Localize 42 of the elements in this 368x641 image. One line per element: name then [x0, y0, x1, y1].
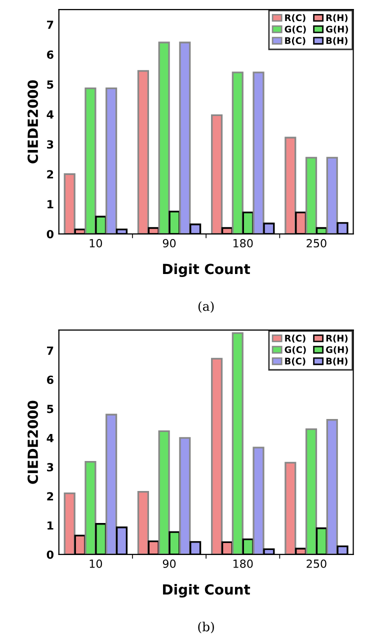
- y-axis-title: CIEDE2000: [28, 80, 38, 164]
- legend-label: B(C): [285, 358, 306, 366]
- y-tick-label: 5: [47, 80, 54, 89]
- x-tick-label: 10: [90, 239, 102, 248]
- legend-label: R(H): [326, 14, 348, 22]
- legend-label: B(H): [326, 358, 348, 366]
- x-axis-title: Digit Count: [163, 584, 250, 598]
- y-tick-label: 7: [47, 20, 54, 29]
- x-tick-label: 180: [233, 239, 253, 248]
- legend-label: R(C): [285, 14, 306, 22]
- legend-label: G(C): [284, 346, 306, 354]
- x-axis-title: Digit Count: [163, 263, 250, 278]
- legend-label: G(H): [326, 26, 348, 34]
- y-tick-label: 6: [46, 376, 54, 384]
- y-tick-label: 4: [46, 110, 54, 119]
- x-tick-label: 10: [90, 560, 102, 568]
- legend-label: B(H): [326, 37, 348, 46]
- legend-label: G(C): [284, 26, 306, 34]
- y-tick-label: 1: [48, 521, 54, 530]
- y-tick-label: 2: [47, 492, 54, 500]
- x-tick-label: 90: [162, 239, 176, 248]
- legend-label: R(C): [285, 334, 306, 343]
- y-tick-label: 7: [47, 346, 54, 355]
- y-tick-label: 0: [46, 230, 54, 238]
- text: (a): [198, 301, 214, 313]
- y-tick-label: 0: [46, 550, 54, 559]
- x-tick-label: 180: [233, 560, 253, 568]
- legend-label: R(H): [326, 334, 348, 343]
- y-tick-label: 4: [46, 434, 54, 442]
- x-tick-label: 250: [306, 239, 326, 248]
- legend-label: B(C): [285, 37, 306, 46]
- text: (b): [198, 622, 214, 634]
- y-tick-label: 6: [46, 50, 54, 59]
- y-tick-label: 3: [47, 140, 54, 149]
- y-tick-label: 3: [47, 463, 54, 472]
- legend-label: G(H): [326, 346, 348, 354]
- x-tick-label: 90: [162, 560, 176, 568]
- x-tick-label: 250: [306, 560, 326, 568]
- y-tick-label: 5: [47, 404, 54, 414]
- y-tick-label: 2: [47, 170, 54, 178]
- y-axis-title: CIEDE2000: [28, 400, 38, 484]
- y-tick-label: 1: [48, 200, 54, 208]
